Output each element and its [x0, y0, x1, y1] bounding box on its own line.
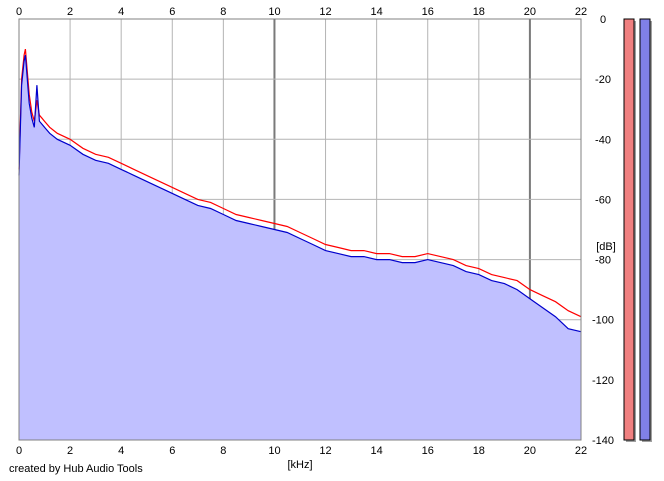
x-tick-label-bottom: 14 [371, 445, 383, 457]
y-tick-label: -140 [592, 435, 614, 447]
y-axis-label: [dB] [596, 241, 616, 253]
y-tick-label: -60 [595, 194, 611, 206]
x-tick-label-bottom: 18 [473, 445, 485, 457]
x-tick-label-bottom: 20 [524, 445, 536, 457]
x-tick-label-bottom: 6 [169, 445, 175, 457]
level-meter-left [623, 18, 635, 441]
x-tick-label-top: 22 [575, 6, 587, 18]
spectrum-line-blue [18, 54, 582, 333]
x-tick-label-top: 12 [319, 6, 331, 18]
x-tick-label-bottom: 4 [118, 445, 124, 457]
plot-frame [18, 18, 582, 441]
spectrum-line-red [18, 48, 582, 318]
x-tick-label-top: 14 [371, 6, 383, 18]
level-meter-right [639, 18, 651, 441]
x-tick-label-top: 2 [67, 6, 73, 18]
x-tick-label-top: 18 [473, 6, 485, 18]
y-tick-label: 0 [600, 14, 606, 26]
y-tick-label: -100 [592, 315, 614, 327]
x-axis-label: [kHz] [287, 459, 312, 471]
x-tick-label-bottom: 12 [319, 445, 331, 457]
x-tick-label-top: 0 [16, 6, 22, 18]
y-tick-label: -40 [595, 134, 611, 146]
x-tick-label-bottom: 10 [268, 445, 280, 457]
x-tick-label-top: 20 [524, 6, 536, 18]
x-tick-label-top: 8 [220, 6, 226, 18]
x-tick-label-top: 4 [118, 6, 124, 18]
x-tick-label-top: 6 [169, 6, 175, 18]
x-tick-label-top: 16 [422, 6, 434, 18]
y-tick-label: -20 [595, 74, 611, 86]
x-tick-label-top: 10 [268, 6, 280, 18]
y-tick-label: -80 [595, 255, 611, 267]
x-tick-label-bottom: 2 [67, 445, 73, 457]
credit-text: created by Hub Audio Tools [9, 463, 143, 475]
x-tick-label-bottom: 0 [16, 445, 22, 457]
y-tick-label: -120 [592, 375, 614, 387]
spectrum-fill-area [19, 55, 581, 440]
x-tick-label-bottom: 16 [422, 445, 434, 457]
x-tick-label-bottom: 22 [575, 445, 587, 457]
x-tick-label-bottom: 8 [220, 445, 226, 457]
